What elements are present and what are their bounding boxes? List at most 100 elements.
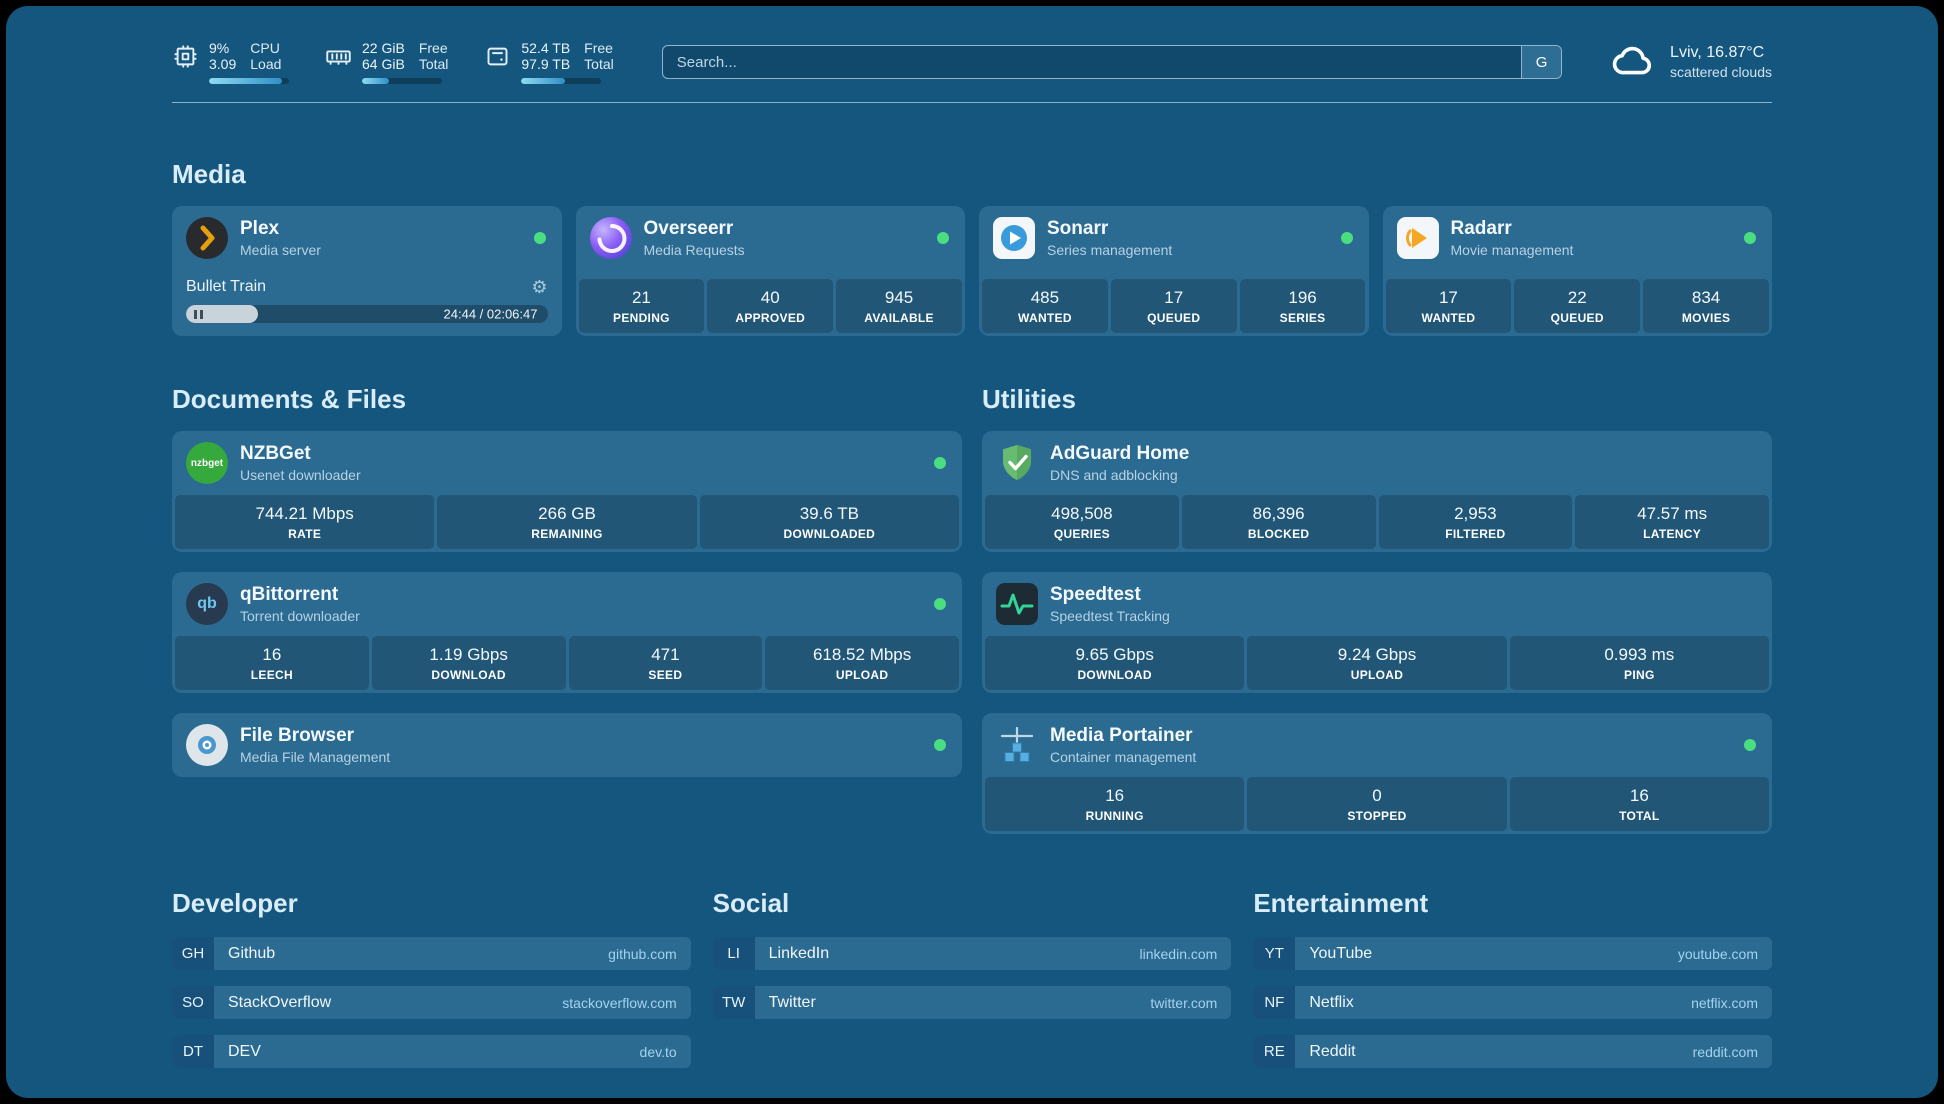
- bookmark-abbr: DT: [172, 1035, 214, 1068]
- cpu-label: CPU: [250, 40, 280, 56]
- stat-running: 16 RUNNING: [985, 777, 1245, 831]
- media-grid: Plex Media server Bullet Train ⚙ 24:44: [172, 206, 1772, 336]
- plex-icon: [186, 217, 228, 259]
- stat-remaining: 266 GB REMAINING: [437, 495, 697, 549]
- app-description: Series management: [1047, 242, 1173, 258]
- app-description: Media File Management: [240, 749, 391, 765]
- bookmark-github[interactable]: GH Github github.com: [172, 937, 691, 970]
- stats-row: 498,508 QUERIES 86,396 BLOCKED 2,953 FIL…: [982, 495, 1772, 552]
- app-card-filebrowser[interactable]: File Browser Media File Management: [172, 713, 962, 777]
- stat-approved: 40 APPROVED: [707, 279, 834, 333]
- bookmark-netflix[interactable]: NF Netflix netflix.com: [1253, 986, 1772, 1019]
- bookmark-url: reddit.com: [1692, 1043, 1758, 1060]
- app-name: Speedtest: [1050, 584, 1141, 605]
- app-description: Usenet downloader: [240, 467, 361, 483]
- settings-gear-icon[interactable]: ⚙: [531, 277, 548, 297]
- app-description: DNS and adblocking: [1050, 467, 1178, 483]
- stat-available: 945 AVAILABLE: [836, 279, 962, 333]
- bookmark-url: youtube.com: [1677, 945, 1758, 962]
- stat-wanted: 17 WANTED: [1385, 279, 1512, 333]
- stats-row: 16 LEECH 1.19 Gbps DOWNLOAD 471 SEED: [172, 636, 962, 693]
- top-bar: 9% 3.09 CPU Load: [172, 6, 1772, 84]
- bookmarks-grid: Developer GH Github github.com SO StackO…: [172, 888, 1772, 1068]
- app-card-qbittorrent[interactable]: qb qBittorrent Torrent downloader 16 LEE…: [172, 572, 962, 693]
- app-description: Media Requests: [643, 242, 745, 258]
- bookmark-name: Reddit: [1309, 1042, 1356, 1060]
- stat-queued: 22 QUEUED: [1514, 279, 1641, 333]
- app-card-portainer[interactable]: Media Portainer Container management 16 …: [982, 713, 1772, 834]
- stats-row: 9.65 Gbps DOWNLOAD 9.24 Gbps UPLOAD 0.99…: [982, 636, 1772, 693]
- ram-icon: [325, 43, 352, 70]
- bookmark-abbr: LI: [712, 937, 755, 970]
- status-dot: [533, 232, 546, 244]
- search-engine-button[interactable]: G: [1521, 46, 1562, 78]
- bookmark-twitter[interactable]: TW Twitter twitter.com: [712, 986, 1232, 1019]
- disk-total-label: Total: [584, 56, 614, 72]
- app-card-adguard[interactable]: AdGuard Home DNS and adblocking 498,508 …: [982, 431, 1772, 552]
- section-title-entertainment: Entertainment: [1253, 888, 1429, 918]
- pause-icon[interactable]: [186, 309, 203, 319]
- stat-stopped: 0 STOPPED: [1247, 777, 1507, 831]
- cpu-load-value: 3.09: [209, 56, 237, 72]
- bookmark-reddit[interactable]: RE Reddit reddit.com: [1253, 1035, 1772, 1068]
- card-header: nzbget NZBGet Usenet downloader: [172, 431, 962, 495]
- search-input[interactable]: [662, 46, 1522, 78]
- bookmark-name: Github: [228, 944, 276, 962]
- qbittorrent-icon: qb: [186, 583, 228, 625]
- app-description: Speedtest Tracking: [1050, 608, 1170, 624]
- bookmark-youtube[interactable]: YT YouTube youtube.com: [1253, 937, 1772, 970]
- app-card-plex[interactable]: Plex Media server Bullet Train ⚙ 24:44: [172, 206, 562, 336]
- ram-free-value: 22 GiB: [362, 40, 405, 56]
- disk-icon: [484, 43, 511, 70]
- card-header: AdGuard Home DNS and adblocking: [982, 431, 1772, 495]
- app-name: Sonarr: [1047, 218, 1109, 239]
- cpu-widget: 9% 3.09 CPU Load: [172, 40, 289, 84]
- app-name: NZBGet: [240, 443, 311, 464]
- documents-column: Documents & Files nzbget NZBGet Usenet d…: [172, 384, 962, 834]
- bookmark-abbr: RE: [1253, 1035, 1296, 1068]
- bookmark-group-entertainment: Entertainment YT YouTube youtube.com NF …: [1253, 888, 1772, 1068]
- weather-condition: scattered clouds: [1670, 64, 1772, 80]
- bookmark-linkedin[interactable]: LI LinkedIn linkedin.com: [712, 937, 1232, 970]
- bookmark-stackoverflow[interactable]: SO StackOverflow stackoverflow.com: [172, 986, 691, 1019]
- app-card-nzbget[interactable]: nzbget NZBGet Usenet downloader 744.21 M…: [172, 431, 962, 552]
- now-playing-title: Bullet Train: [186, 278, 267, 295]
- playback-progress-bar[interactable]: 24:44 / 02:06:47: [186, 305, 548, 323]
- disk-text: 52.4 TB 97.9 TB Free Total: [521, 40, 613, 72]
- app-card-overseerr[interactable]: Overseerr Media Requests 21 PENDING 40 A…: [575, 206, 966, 336]
- app-card-speedtest[interactable]: Speedtest Speedtest Tracking 9.65 Gbps D…: [982, 572, 1772, 693]
- stats-row: 16 RUNNING 0 STOPPED 16 TOTAL: [982, 777, 1772, 834]
- ram-total-label: Total: [418, 56, 449, 72]
- search-bar[interactable]: G: [661, 45, 1563, 79]
- app-name: Radarr: [1450, 218, 1512, 239]
- bookmark-abbr: SO: [172, 986, 214, 1019]
- weather-text: Lviv, 16.87°C scattered clouds: [1670, 44, 1772, 80]
- disk-free-label: Free: [584, 40, 613, 56]
- utilities-column: Utilities AdGuard Home DNS and adblockin…: [982, 384, 1772, 834]
- stat-rate: 744.21 Mbps RATE: [175, 495, 435, 549]
- stat-pending: 21 PENDING: [578, 279, 705, 333]
- playback-time: 24:44 / 02:06:47: [443, 306, 538, 322]
- bookmark-url: twitter.com: [1150, 994, 1218, 1011]
- bookmark-url: netflix.com: [1691, 994, 1758, 1011]
- card-header: Overseerr Media Requests: [576, 206, 966, 270]
- bookmark-dev[interactable]: DT DEV dev.to: [172, 1035, 691, 1068]
- status-dot: [934, 457, 946, 469]
- stat-series: 196 SERIES: [1239, 279, 1366, 333]
- app-description: Movie management: [1450, 242, 1574, 258]
- app-card-sonarr[interactable]: Sonarr Series management 485 WANTED 17 Q…: [979, 206, 1369, 336]
- stat-movies: 834 MOVIES: [1643, 279, 1769, 333]
- card-header: File Browser Media File Management: [172, 713, 962, 777]
- system-stats-group: 9% 3.09 CPU Load: [172, 40, 614, 84]
- bookmark-abbr: TW: [712, 986, 755, 1019]
- stat-blocked: 86,396 BLOCKED: [1181, 495, 1376, 549]
- disk-free-value: 52.4 TB: [521, 40, 571, 56]
- disk-widget: 52.4 TB 97.9 TB Free Total: [484, 40, 614, 84]
- card-header: Radarr Movie management: [1383, 206, 1773, 270]
- middle-columns: Documents & Files nzbget NZBGet Usenet d…: [172, 384, 1772, 834]
- stats-row: 17 WANTED 22 QUEUED 834 MOVIES: [1383, 279, 1773, 336]
- overseerr-icon: [589, 217, 632, 259]
- app-description: Media server: [240, 242, 321, 258]
- app-card-radarr[interactable]: Radarr Movie management 17 WANTED 22 QUE…: [1382, 206, 1773, 336]
- speedtest-icon: [996, 583, 1038, 625]
